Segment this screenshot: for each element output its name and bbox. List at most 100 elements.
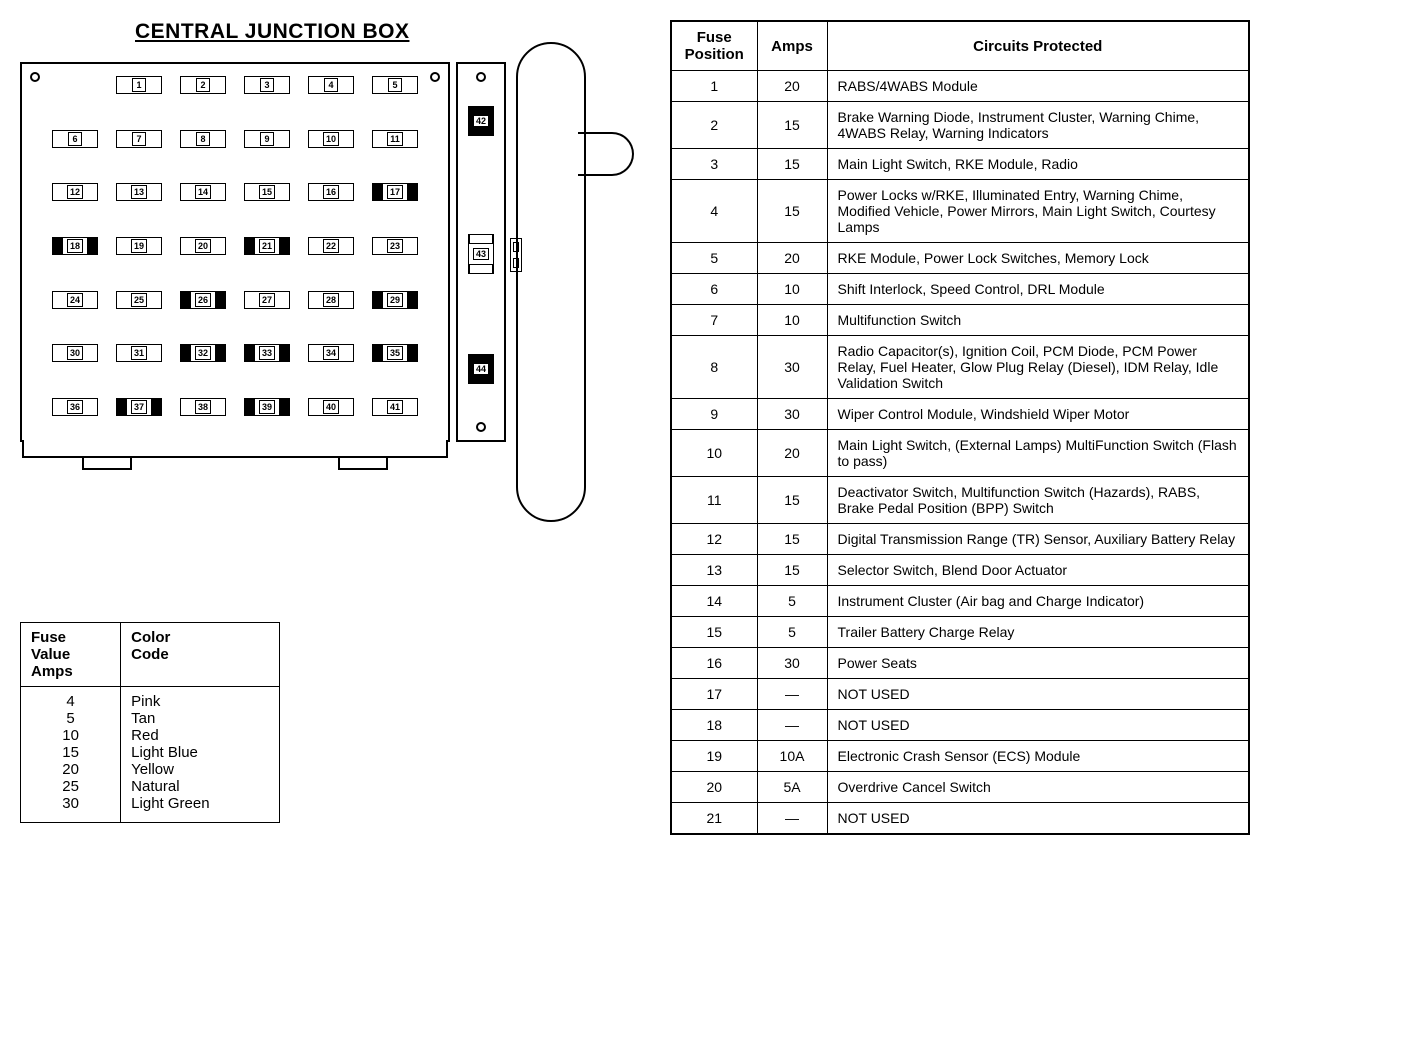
circuits-desc-cell: NOT USED — [827, 679, 1249, 710]
fuse-number: 29 — [387, 293, 403, 307]
table-row: 930Wiper Control Module, Windshield Wipe… — [671, 399, 1249, 430]
fuse-number: 20 — [195, 239, 211, 253]
circuits-desc-cell: Main Light Switch, (External Lamps) Mult… — [827, 430, 1249, 477]
fuse-number: 14 — [195, 185, 211, 199]
fuse-number: 21 — [259, 239, 275, 253]
fuse-slot: 18 — [52, 237, 98, 255]
table-row: 1630Power Seats — [671, 648, 1249, 679]
fuse-slot: 31 — [116, 344, 162, 362]
circuits-desc-cell: Power Locks w/RKE, Illuminated Entry, Wa… — [827, 180, 1249, 243]
table-row: 415Power Locks w/RKE, Illuminated Entry,… — [671, 180, 1249, 243]
circuits-desc-cell: Deactivator Switch, Multifunction Switch… — [827, 477, 1249, 524]
fuse-number: 39 — [259, 400, 275, 414]
circuits-desc-cell: Overdrive Cancel Switch — [827, 772, 1249, 803]
amps-cell: 15 — [757, 477, 827, 524]
color-code-amps-column: 451015202530 — [21, 687, 121, 823]
amps-cell: 5 — [757, 586, 827, 617]
amps-cell: 20 — [757, 71, 827, 102]
circuits-desc-cell: Brake Warning Diode, Instrument Cluster,… — [827, 102, 1249, 149]
fuse-number: 8 — [196, 132, 210, 146]
fuse-slot: 27 — [244, 291, 290, 309]
fuse-number: 40 — [323, 400, 339, 414]
color-code-header-color: Color Code — [121, 623, 280, 687]
fuse-position-cell: 2 — [671, 102, 757, 149]
circuits-desc-cell: Instrument Cluster (Air bag and Charge I… — [827, 586, 1249, 617]
fuse-number: 1 — [132, 78, 146, 92]
color-code-color: Yellow — [131, 761, 269, 778]
fuse-slot: 7 — [116, 130, 162, 148]
circuits-desc-cell: Main Light Switch, RKE Module, Radio — [827, 149, 1249, 180]
fuse-position-cell: 16 — [671, 648, 757, 679]
relay-slot: 44 — [468, 354, 494, 384]
relay-label: 43 — [473, 248, 489, 260]
fuse-number: 10 — [323, 132, 339, 146]
left-column: CENTRAL JUNCTION BOX 1234567891011121314… — [20, 20, 630, 835]
fuse-number: 12 — [67, 185, 83, 199]
color-code-amps: 10 — [31, 727, 110, 744]
fuse-position-cell: 10 — [671, 430, 757, 477]
fuse-position-cell: 8 — [671, 336, 757, 399]
relay-label: 42 — [473, 115, 489, 127]
table-row: 120RABS/4WABS Module — [671, 71, 1249, 102]
fuse-number: 35 — [387, 346, 403, 360]
fuse-panel: 1234567891011121314151617181920212223242… — [20, 62, 450, 442]
fuse-number: 36 — [67, 400, 83, 414]
page: CENTRAL JUNCTION BOX 1234567891011121314… — [20, 20, 1386, 835]
table-row: 1020Main Light Switch, (External Lamps) … — [671, 430, 1249, 477]
fuse-number: 34 — [323, 346, 339, 360]
circuits-desc-cell: Trailer Battery Charge Relay — [827, 617, 1249, 648]
amps-cell: 30 — [757, 399, 827, 430]
fuse-number: 18 — [67, 239, 83, 253]
fuse-slot: 29 — [372, 291, 418, 309]
circuits-header-desc: Circuits Protected — [827, 21, 1249, 71]
color-code-amps: 20 — [31, 761, 110, 778]
color-code-amps: 30 — [31, 795, 110, 812]
mounting-hole-icon — [30, 72, 40, 82]
fuse-number: 38 — [195, 400, 211, 414]
fuse-slot: 8 — [180, 130, 226, 148]
table-row: 21—NOT USED — [671, 803, 1249, 835]
table-row: 1115Deactivator Switch, Multifunction Sw… — [671, 477, 1249, 524]
amps-cell: 20 — [757, 430, 827, 477]
fuse-number: 37 — [131, 400, 147, 414]
fuse-slot: 40 — [308, 398, 354, 416]
mounting-hole-icon — [476, 72, 486, 82]
fuse-number: 7 — [132, 132, 146, 146]
fuse-slot: 39 — [244, 398, 290, 416]
fuse-slot: 3 — [244, 76, 290, 94]
table-row: 710Multifunction Switch — [671, 305, 1249, 336]
fuse-number: 5 — [388, 78, 402, 92]
amps-cell: 30 — [757, 648, 827, 679]
color-code-color: Natural — [131, 778, 269, 795]
fuse-number: 25 — [131, 293, 147, 307]
fuse-number: 9 — [260, 132, 274, 146]
fuse-number: 6 — [68, 132, 82, 146]
mounting-hole-icon — [430, 72, 440, 82]
fuse-slot: 33 — [244, 344, 290, 362]
table-row: 610Shift Interlock, Speed Control, DRL M… — [671, 274, 1249, 305]
fuse-number: 26 — [195, 293, 211, 307]
amps-cell: 5A — [757, 772, 827, 803]
circuits-table: Fuse Position Amps Circuits Protected 12… — [670, 20, 1250, 835]
fuse-slot: 22 — [308, 237, 354, 255]
fuse-position-cell: 15 — [671, 617, 757, 648]
circuits-desc-cell: Selector Switch, Blend Door Actuator — [827, 555, 1249, 586]
table-row: 830Radio Capacitor(s), Ignition Coil, PC… — [671, 336, 1249, 399]
circuits-desc-cell: Multifunction Switch — [827, 305, 1249, 336]
table-row: 18—NOT USED — [671, 710, 1249, 741]
circuits-desc-cell: Shift Interlock, Speed Control, DRL Modu… — [827, 274, 1249, 305]
fuse-slot: 17 — [372, 183, 418, 201]
circuits-header-position: Fuse Position — [671, 21, 757, 71]
amps-cell: 30 — [757, 336, 827, 399]
table-row: 155Trailer Battery Charge Relay — [671, 617, 1249, 648]
fuse-position-cell: 21 — [671, 803, 757, 835]
color-code-color: Tan — [131, 710, 269, 727]
fuse-slot: 35 — [372, 344, 418, 362]
table-row: 1315Selector Switch, Blend Door Actuator — [671, 555, 1249, 586]
fuse-row: 181920212223 — [52, 237, 418, 255]
fuse-number: 24 — [67, 293, 83, 307]
panel-tab — [82, 458, 132, 470]
amps-cell: — — [757, 710, 827, 741]
circuits-header-amps: Amps — [757, 21, 827, 71]
color-code-color: Pink — [131, 693, 269, 710]
